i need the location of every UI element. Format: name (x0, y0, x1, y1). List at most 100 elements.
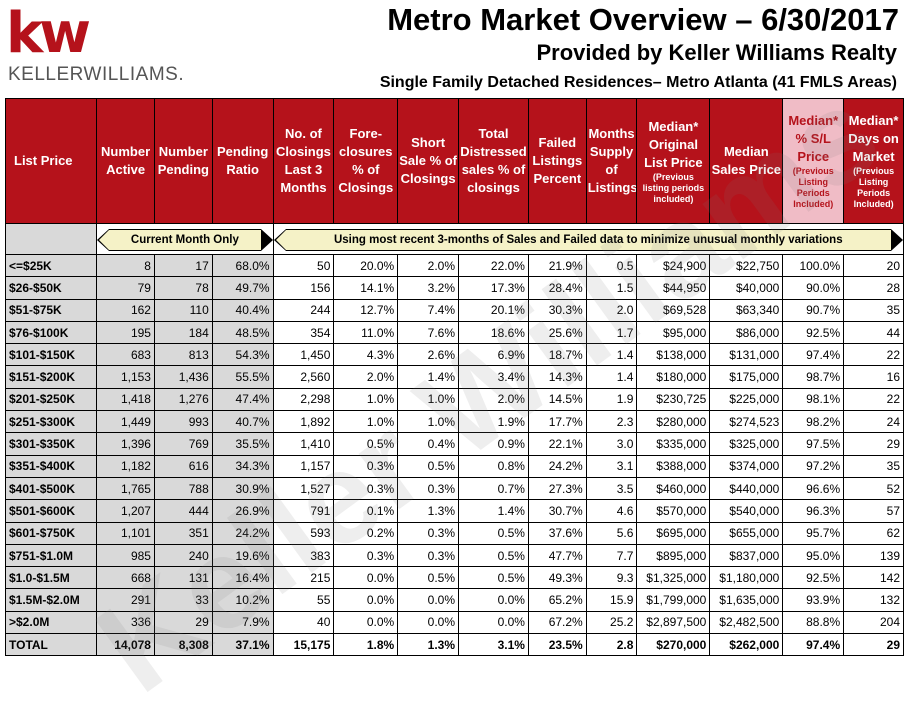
value-cell: 2,560 (272, 365, 335, 389)
recent-months-label: Using most recent 3-months of Sales and … (333, 234, 843, 246)
value-cell: 791 (272, 499, 335, 523)
value-cell: 131 (153, 566, 213, 590)
value-cell: 2.6% (397, 343, 460, 367)
value-cell: 25.2 (585, 610, 638, 635)
value-cell: 62 (843, 521, 904, 545)
value-cell: 1.3% (397, 499, 460, 523)
value-cell: 2.8 (585, 633, 638, 657)
value-cell: 1.5 (585, 276, 638, 300)
col-sub: (Previous listing periods included) (642, 171, 705, 204)
value-cell: 1.0% (333, 387, 399, 412)
subtitle-line: Single Family Detached Residences– Metro… (379, 74, 897, 91)
price-range-cell: $101-$150K (4, 343, 98, 367)
keller-williams-logo: kw KELLERWILLIAMS. (4, 4, 194, 88)
table-row: $351-$400K 1,182 616 34.3% 1,157 0.3% 0.5% 0.8%… (4, 454, 904, 478)
value-cell: 1.3% (397, 633, 460, 657)
value-cell: 0.3% (333, 543, 399, 568)
value-cell: 0.0% (333, 566, 399, 590)
value-cell: 10.2% (211, 588, 274, 612)
col-median-sales: Median Sales Price (709, 98, 784, 224)
value-cell: 26.9% (211, 499, 274, 523)
table-row: $601-$750K 1,101 351 24.2% 593 0.2% 0.3% 0.5% 37… (4, 521, 904, 545)
value-cell: 2.0% (458, 387, 529, 412)
price-range-cell: $76-$100K (4, 320, 98, 345)
value-cell: 22.0% (458, 253, 529, 278)
value-cell: 88.8% (782, 610, 845, 635)
value-cell: 37.1% (211, 633, 274, 657)
value-cell: $335,000 (636, 432, 711, 456)
value-cell: 291 (96, 588, 155, 612)
value-cell: 29 (843, 432, 904, 456)
value-cell: 0.8% (458, 454, 529, 478)
value-cell: 683 (96, 343, 155, 367)
value-cell: 55.5% (211, 365, 274, 389)
price-range-cell: $401-$500K (4, 476, 98, 501)
recent-months-arrow: Using most recent 3-months of Sales and … (274, 229, 903, 251)
value-cell: 30.9% (211, 476, 274, 501)
value-cell: 0.3% (333, 476, 399, 501)
col-number-active: Number Active (96, 98, 155, 224)
value-cell: 6.9% (458, 343, 529, 367)
value-cell: 90.7% (782, 298, 845, 322)
value-cell: 14.3% (527, 365, 587, 389)
table-row: <=$25K 8 17 68.0% 50 20.0% 2.0% 22.0% 21.9% 0.5 $2… (4, 253, 904, 278)
table-row: $1.5M-$2.0M 291 33 10.2% 55 0.0% 0.0% 0.0% 65.2%… (4, 588, 904, 612)
value-cell: $131,000 (709, 343, 784, 367)
value-cell: 20.0% (333, 253, 399, 278)
value-cell: 985 (96, 543, 155, 568)
value-cell: 1,418 (96, 387, 155, 412)
value-cell: 92.5% (782, 320, 845, 345)
col-median-sl: Median* % S/L Price (Previous Listing Per… (782, 98, 845, 224)
value-cell: $1,180,000 (709, 566, 784, 590)
current-month-label: Current Month Only (130, 234, 239, 246)
value-cell: 593 (272, 521, 335, 545)
header-row: List Price Number Active Number Pending … (4, 98, 904, 224)
value-cell: 22 (843, 343, 904, 367)
value-cell: 7.4% (397, 298, 460, 322)
value-cell: 788 (153, 476, 213, 501)
value-cell: 47.7% (527, 543, 587, 568)
value-cell: $1,799,000 (636, 588, 711, 612)
value-cell: 21.9% (527, 253, 587, 278)
value-cell: 769 (153, 432, 213, 456)
value-cell: $22,750 (709, 253, 784, 278)
value-cell: 18.7% (527, 343, 587, 367)
value-cell: 97.2% (782, 454, 845, 478)
value-cell: 48.5% (211, 320, 274, 345)
value-cell: $440,000 (709, 476, 784, 501)
value-cell: 1,157 (272, 454, 335, 478)
price-range-cell: $51-$75K (4, 298, 98, 322)
value-cell: 2,298 (272, 387, 335, 412)
value-cell: 16.4% (211, 566, 274, 590)
value-cell: 95.7% (782, 521, 845, 545)
value-cell: 1.4 (585, 365, 638, 389)
value-cell: 12.7% (333, 298, 399, 322)
value-cell: 1.8% (333, 633, 399, 657)
value-cell: $374,000 (709, 454, 784, 478)
value-cell: 98.1% (782, 387, 845, 412)
table-row: $76-$100K 195 184 48.5% 354 11.0% 7.6% 18.6% 25.… (4, 320, 904, 345)
price-range-cell: $301-$350K (4, 432, 98, 456)
value-cell: 0.3% (397, 521, 460, 545)
value-cell: $24,900 (636, 253, 711, 278)
value-cell: 0.4% (397, 432, 460, 456)
table-row: $51-$75K 162 110 40.4% 244 12.7% 7.4% 20.1% 30.3… (4, 298, 904, 322)
value-cell: 14.1% (333, 276, 399, 300)
table-row: $201-$250K 1,418 1,276 47.4% 2,298 1.0% 1.0% 2.… (4, 387, 904, 412)
value-cell: 1.4% (397, 365, 460, 389)
value-cell: 195 (96, 320, 155, 345)
value-cell: 0.5% (458, 521, 529, 545)
band-recent-cell: Using most recent 3-months of Sales and … (272, 223, 905, 255)
value-cell: 19.6% (211, 543, 274, 568)
value-cell: 97.4% (782, 633, 845, 657)
value-cell: 1.0% (333, 410, 399, 434)
value-cell: 17.7% (527, 410, 587, 434)
value-cell: 444 (153, 499, 213, 523)
value-cell: 2.0% (333, 365, 399, 389)
value-cell: 0.0% (397, 588, 460, 612)
value-cell: 184 (153, 320, 213, 345)
table-row: $26-$50K 79 78 49.7% 156 14.1% 3.2% 17.3% 28.4% 1… (4, 276, 904, 300)
table-row: >$2.0M 336 29 7.9% 40 0.0% 0.0% 0.0% 67.2% 25.2 $2… (4, 610, 904, 635)
value-cell: 1,436 (153, 365, 213, 389)
value-cell: 0.5% (397, 566, 460, 590)
